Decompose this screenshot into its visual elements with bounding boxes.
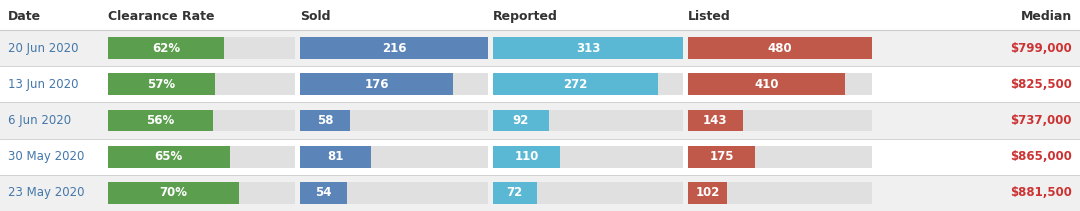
Text: 72: 72 bbox=[507, 186, 523, 199]
Bar bbox=[492, 110, 549, 131]
Bar bbox=[300, 110, 488, 131]
Bar bbox=[300, 73, 454, 95]
Bar bbox=[108, 182, 295, 204]
Bar bbox=[492, 37, 683, 59]
Text: 92: 92 bbox=[513, 114, 529, 127]
Text: Date: Date bbox=[8, 10, 41, 23]
Bar bbox=[108, 182, 239, 204]
Bar bbox=[108, 110, 213, 131]
Text: 110: 110 bbox=[514, 150, 539, 163]
Bar bbox=[688, 182, 727, 204]
Bar bbox=[688, 73, 846, 95]
Bar bbox=[688, 146, 872, 168]
Bar bbox=[492, 73, 683, 95]
Bar bbox=[108, 146, 230, 168]
Text: 480: 480 bbox=[768, 42, 793, 55]
Text: 56%: 56% bbox=[146, 114, 175, 127]
Text: 54: 54 bbox=[315, 186, 332, 199]
Text: 57%: 57% bbox=[147, 78, 175, 91]
Text: 272: 272 bbox=[564, 78, 588, 91]
Bar bbox=[300, 110, 351, 131]
Bar bbox=[300, 182, 347, 204]
Text: 23 May 2020: 23 May 2020 bbox=[8, 186, 84, 199]
Text: 6 Jun 2020: 6 Jun 2020 bbox=[8, 114, 71, 127]
Text: Median: Median bbox=[1021, 10, 1072, 23]
Bar bbox=[300, 37, 488, 59]
Text: 13 Jun 2020: 13 Jun 2020 bbox=[8, 78, 79, 91]
Text: 216: 216 bbox=[381, 42, 406, 55]
Bar bbox=[688, 182, 872, 204]
Bar bbox=[0, 175, 1080, 211]
Text: Reported: Reported bbox=[492, 10, 558, 23]
Bar bbox=[492, 110, 683, 131]
Text: 143: 143 bbox=[703, 114, 728, 127]
Bar bbox=[108, 37, 295, 59]
Bar bbox=[300, 37, 488, 59]
Text: $799,000: $799,000 bbox=[1010, 42, 1072, 55]
Text: $737,000: $737,000 bbox=[1011, 114, 1072, 127]
Text: 20 Jun 2020: 20 Jun 2020 bbox=[8, 42, 79, 55]
Bar bbox=[0, 102, 1080, 139]
Text: 65%: 65% bbox=[154, 150, 183, 163]
Bar bbox=[688, 37, 872, 59]
Bar bbox=[300, 73, 488, 95]
Bar bbox=[492, 146, 683, 168]
Text: $825,500: $825,500 bbox=[1010, 78, 1072, 91]
Bar bbox=[108, 146, 295, 168]
Bar bbox=[688, 73, 872, 95]
Bar bbox=[492, 146, 559, 168]
Text: 176: 176 bbox=[364, 78, 389, 91]
Text: Clearance Rate: Clearance Rate bbox=[108, 10, 215, 23]
Bar bbox=[688, 37, 872, 59]
Text: 30 May 2020: 30 May 2020 bbox=[8, 150, 84, 163]
Bar bbox=[108, 37, 224, 59]
Text: 410: 410 bbox=[754, 78, 779, 91]
Text: 62%: 62% bbox=[152, 42, 180, 55]
Bar bbox=[0, 139, 1080, 175]
Bar bbox=[108, 73, 215, 95]
Text: 313: 313 bbox=[576, 42, 600, 55]
Text: Sold: Sold bbox=[300, 10, 330, 23]
Bar bbox=[492, 73, 658, 95]
Bar bbox=[0, 66, 1080, 102]
Text: $881,500: $881,500 bbox=[1010, 186, 1072, 199]
Bar bbox=[108, 110, 295, 131]
Bar bbox=[688, 110, 872, 131]
Bar bbox=[688, 110, 743, 131]
Text: 58: 58 bbox=[318, 114, 334, 127]
Bar bbox=[300, 146, 488, 168]
Bar bbox=[0, 30, 1080, 66]
Text: $865,000: $865,000 bbox=[1010, 150, 1072, 163]
Text: 175: 175 bbox=[710, 150, 733, 163]
Text: Listed: Listed bbox=[688, 10, 731, 23]
Bar bbox=[300, 182, 488, 204]
Bar bbox=[492, 37, 683, 59]
Text: 102: 102 bbox=[696, 186, 719, 199]
Text: 81: 81 bbox=[327, 150, 343, 163]
Bar bbox=[492, 182, 537, 204]
Text: 70%: 70% bbox=[160, 186, 188, 199]
Bar bbox=[108, 73, 295, 95]
Bar bbox=[492, 182, 683, 204]
Bar bbox=[300, 146, 370, 168]
Bar bbox=[688, 146, 755, 168]
